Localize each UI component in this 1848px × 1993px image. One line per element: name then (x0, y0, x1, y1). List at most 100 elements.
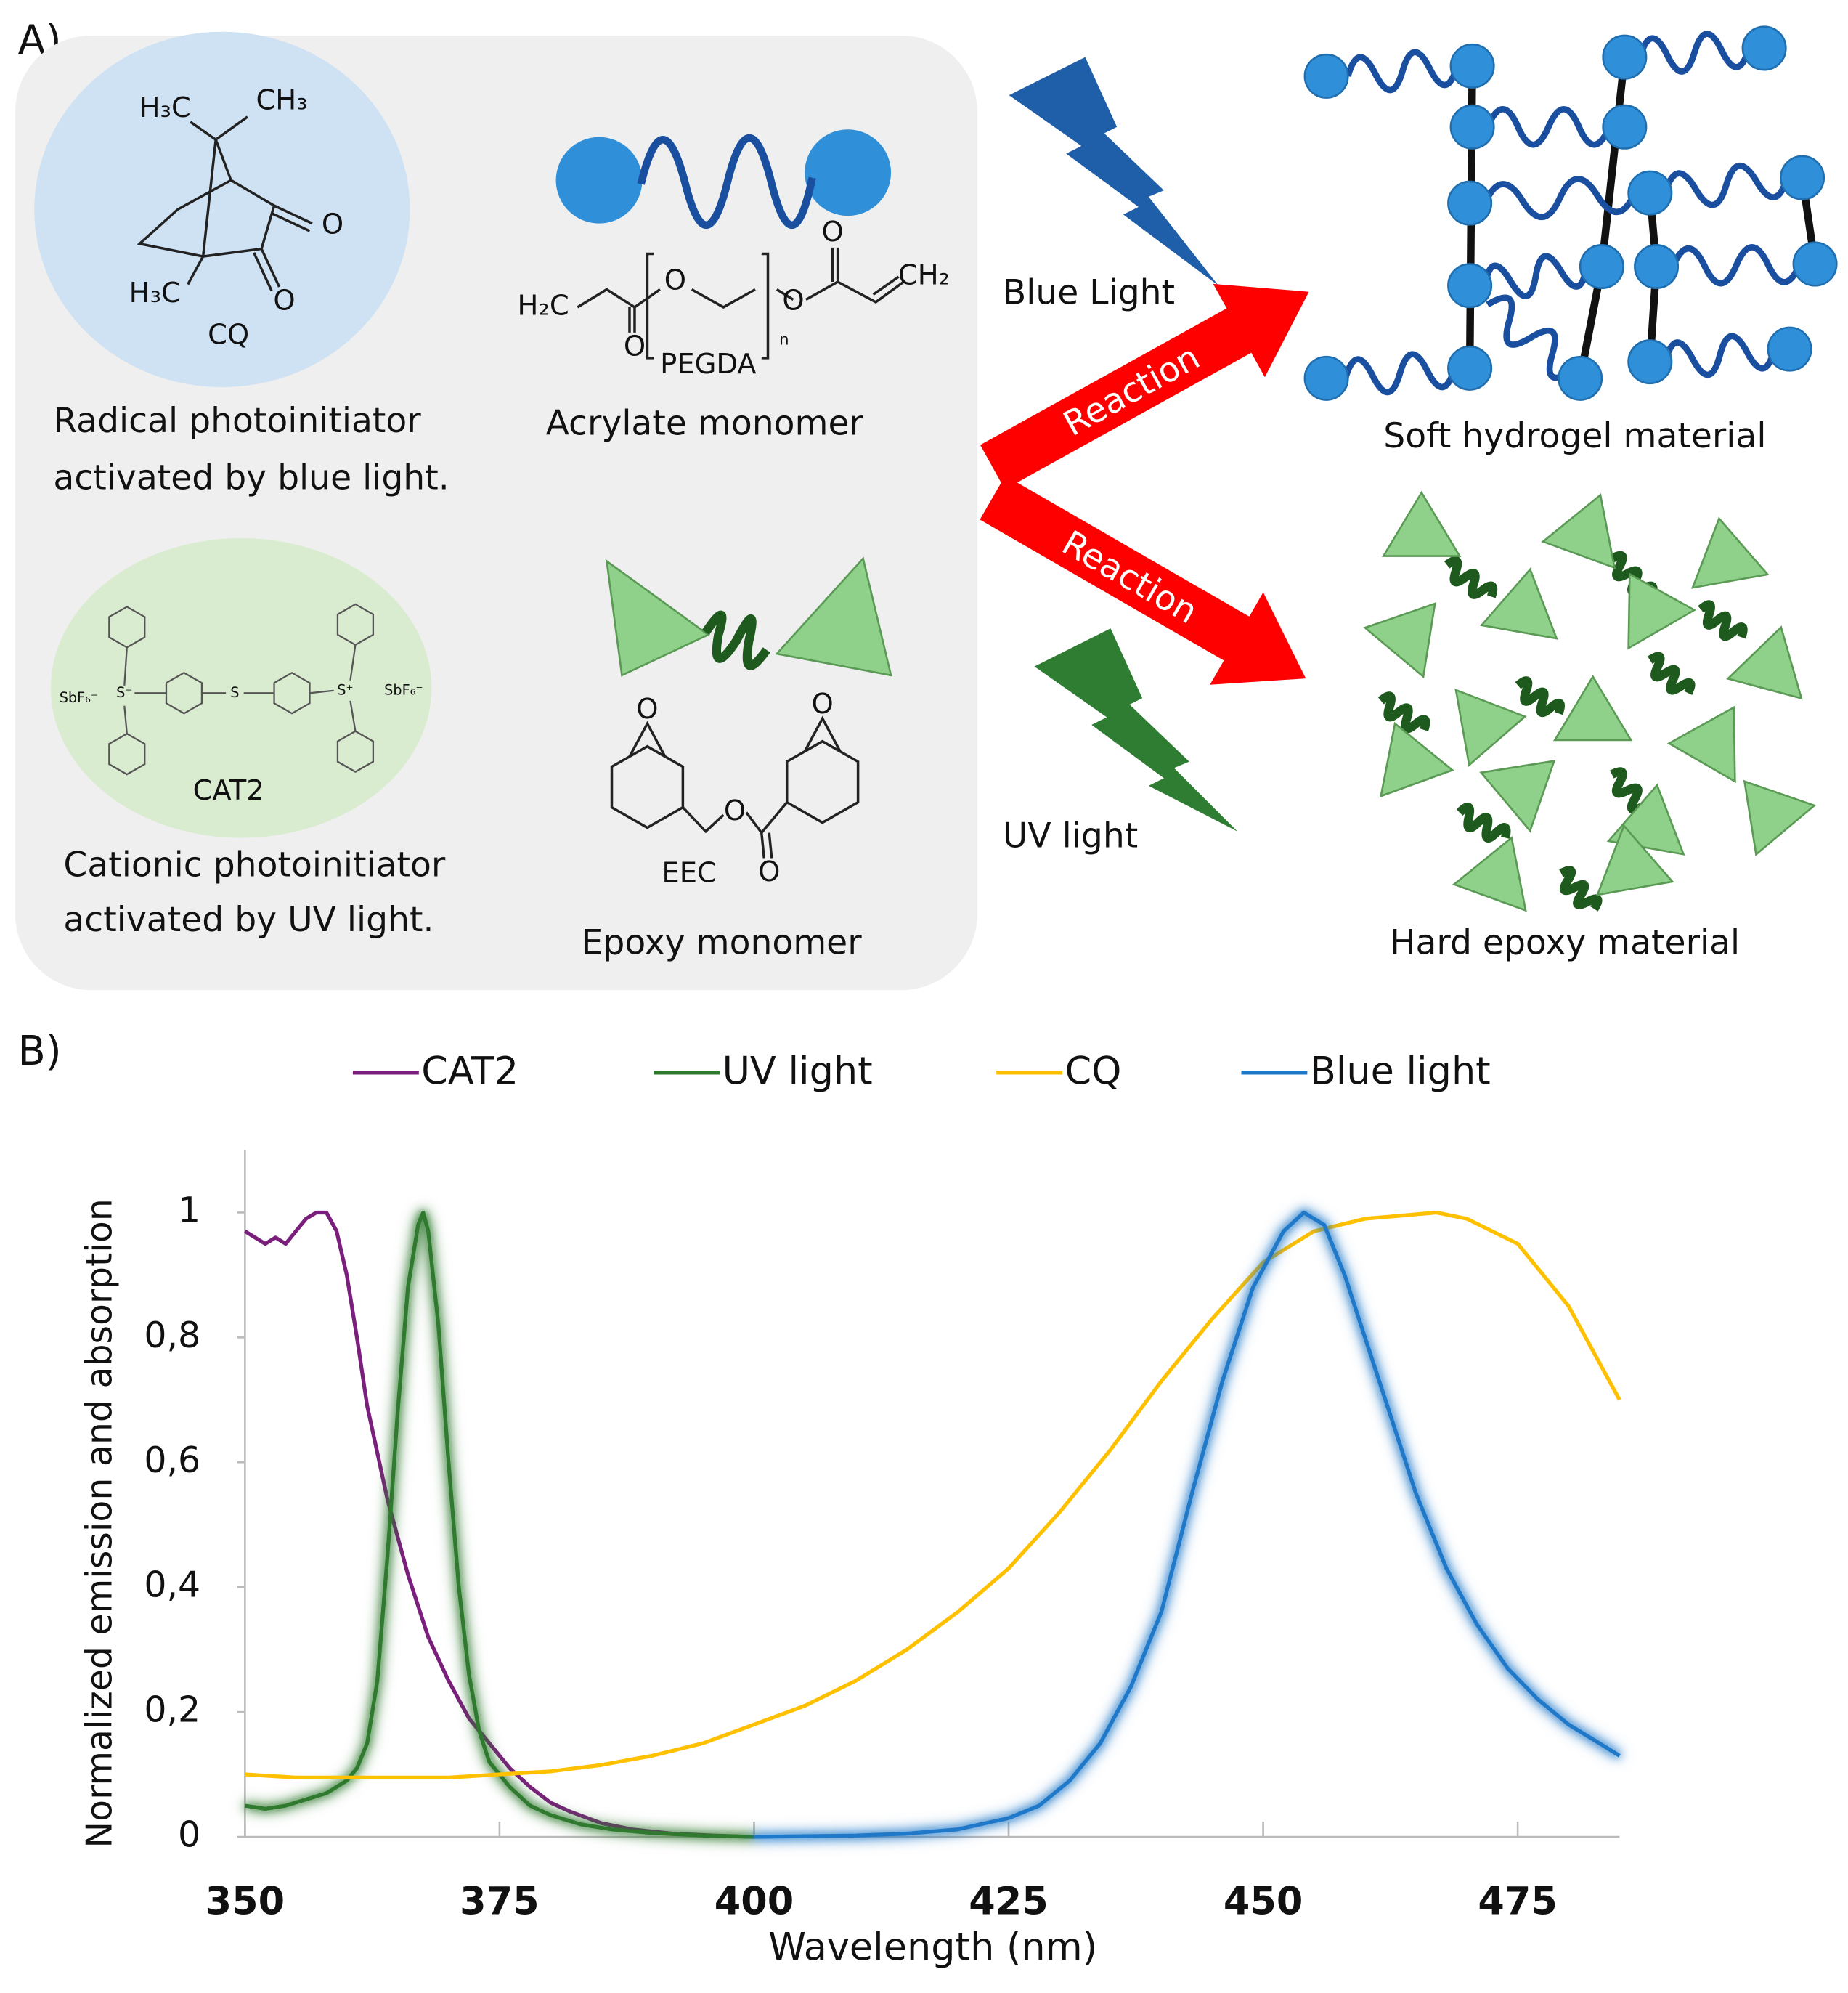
blue-bolt (1009, 57, 1219, 286)
y-tick-label: 1 (178, 1190, 200, 1231)
polymer-chain (1482, 176, 1638, 221)
monomer-ball (1602, 34, 1648, 80)
monomer-ball (1634, 244, 1680, 290)
epoxy-group (1627, 572, 1697, 650)
cq-structure: H₃C CH₃ O H₃C O CQ (129, 84, 343, 351)
panel-label: B) (17, 1028, 61, 1075)
atom-label: O (624, 330, 646, 362)
atom-label: S (230, 684, 239, 701)
reaction-arrow: Reaction (980, 475, 1306, 685)
polymer-chain (1637, 31, 1752, 75)
monomer-ball (1449, 104, 1495, 150)
x-tick-label: 475 (1478, 1880, 1557, 1924)
epoxy-group (1541, 493, 1616, 569)
monomer-ball (1447, 180, 1493, 226)
x-tick-label: 450 (1224, 1880, 1303, 1924)
epoxy-group (1552, 675, 1633, 742)
atom-label: SbF₆⁻ (384, 681, 423, 698)
monomer-ball (1741, 25, 1787, 71)
atom-label: O (782, 284, 804, 317)
y-tick-label: 0,2 (144, 1689, 200, 1731)
arrow-shape (980, 283, 1309, 490)
monomer-ball (1579, 244, 1624, 290)
y-tick-label: 0,6 (144, 1440, 200, 1481)
y-tick-label: 0,8 (144, 1315, 200, 1356)
atom-label: O (822, 216, 844, 248)
epoxy-group (1743, 779, 1817, 856)
chart: 0 0,2 0,4 0,6 0,8 1 350 375 400 425 450 475 CAT2 UV l… (144, 1050, 1621, 1924)
uv-bolt (1034, 628, 1238, 832)
y-tick-label: 0 (178, 1814, 200, 1856)
cq-circle (34, 31, 410, 388)
atom-label: O (322, 208, 343, 241)
legend-label: CQ (1065, 1050, 1122, 1094)
product-label: Hard epoxy material (1390, 922, 1740, 962)
epoxy-group (1479, 760, 1556, 833)
compound-name: PEGDA (660, 348, 756, 381)
atom-label: O (273, 284, 295, 317)
arrow-shape (980, 475, 1306, 685)
legend-label: Blue light (1310, 1050, 1491, 1094)
monomer-ball (805, 129, 892, 216)
monomer-ball (1780, 155, 1825, 200)
legend-label: CAT2 (421, 1050, 518, 1094)
atom-label: S⁺ (337, 681, 353, 698)
polymer-chain (1669, 244, 1803, 287)
epoxy-group (605, 559, 710, 677)
x-axis-label: Wavelength (nm) (768, 1925, 1097, 1970)
product-label: Soft hydrogel material (1383, 416, 1766, 456)
epoxy-group (1479, 567, 1558, 640)
monomer-ball (1627, 170, 1673, 216)
atom-label: H₂C (518, 289, 569, 322)
atom-label: CH₃ (256, 84, 307, 116)
atom-label: O (758, 856, 780, 888)
caption: Cationic photoinitiator (63, 845, 445, 885)
epoxy-group (1690, 516, 1770, 589)
monomer-ball (1303, 53, 1349, 99)
epoxy-group (1726, 625, 1803, 700)
polymer-chain (1559, 866, 1603, 912)
epoxy-group (1379, 721, 1454, 798)
monomer-ball (1627, 339, 1673, 385)
monomer-ball (1558, 355, 1603, 401)
monomer-ball (555, 137, 643, 224)
atom-label: H₃C (139, 92, 191, 124)
polymer-chain (1662, 162, 1791, 208)
polymer-chain (1484, 106, 1613, 148)
epoxy-network (1363, 490, 1817, 912)
epoxy-group (775, 556, 892, 677)
light-label: Blue Light (1003, 272, 1175, 312)
data-line (244, 1210, 754, 1839)
polymer-chain (1647, 652, 1696, 695)
x-tick-label: 350 (205, 1880, 285, 1924)
crosslink (1465, 57, 1819, 379)
eec-structure: O O O O EEC (605, 556, 892, 890)
caption: Radical photoinitiator (53, 401, 421, 441)
epoxy-group (1381, 490, 1462, 557)
polymer-chain (1342, 351, 1458, 396)
monomer-chain (637, 134, 816, 229)
data-line (245, 1210, 1621, 1780)
cat2-structure: SbF₆⁻ S⁺ S S⁺ SbF₆⁻ CAT2 (60, 603, 423, 807)
epoxy-group (1454, 689, 1527, 767)
polymer-chain (1515, 676, 1565, 718)
caption: activated by blue light. (53, 458, 449, 498)
atom-label: O (724, 795, 746, 827)
atom-label: O (636, 693, 658, 726)
data-line (754, 1210, 1621, 1839)
polymer-chain (1345, 49, 1460, 94)
data-line (243, 1210, 754, 1839)
atom-label: CH₂ (898, 259, 950, 292)
caption: activated by UV light. (63, 900, 433, 940)
atom-label: SbF₆⁻ (60, 689, 98, 706)
x-tick-label: 400 (715, 1880, 794, 1924)
polymer-chain (1456, 803, 1511, 843)
monomer-ball (1449, 43, 1495, 89)
polymer-chain (1662, 333, 1778, 378)
polymer-chain (1444, 556, 1498, 599)
monomer-ball (1303, 355, 1349, 401)
compound-name: CQ (208, 319, 249, 352)
epoxy-group (1452, 836, 1527, 912)
caption: Acrylate monomer (546, 404, 864, 444)
legend-label: UV light (722, 1050, 873, 1094)
